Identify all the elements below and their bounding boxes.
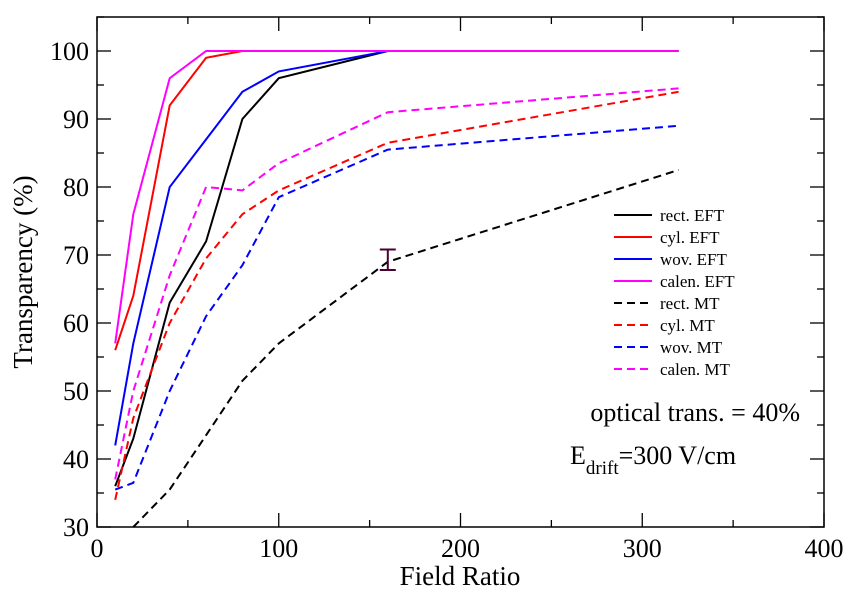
legend-label-5: cyl. MT [660,316,715,335]
y-tick-label: 100 [50,37,89,66]
legend-label-2: wov. EFT [660,250,728,269]
edrift-main: E [570,441,586,470]
y-tick-label: 60 [63,309,89,338]
x-axis-label: Field Ratio [400,561,521,590]
series-line-6 [114,124,679,491]
y-tick-label: 90 [63,105,89,134]
legend-label-7: calen. MT [660,360,730,379]
y-tick-label: 30 [63,513,89,542]
edrift-subscript: drift [586,458,619,479]
axis-ticks [96,16,825,528]
series-line-7 [114,87,679,480]
y-tick-label: 80 [63,173,89,202]
edrift-value: =300 V/cm [619,441,736,470]
legend-label-0: rect. EFT [660,206,725,225]
edrift-annotation: Edrift=300 V/cm [570,441,736,479]
series-line-0 [114,50,679,487]
series-line-5 [114,90,679,501]
tick-labels: 0 100 200 300 400 30 40 50 60 70 80 90 100 [50,37,844,563]
legend-label-3: calen. EFT [660,272,735,291]
y-tick-label: 70 [63,241,89,270]
legend-label-1: cyl. EFT [660,228,720,247]
y-tick-label: 50 [63,377,89,406]
x-tick-label: 0 [91,534,104,563]
y-axis-label: Transparency (%) [8,175,38,368]
series-lines [114,50,679,528]
error-bar [379,248,396,271]
x-tick-label: 400 [805,534,844,563]
series-line-3 [114,50,679,344]
legend-label-6: wov. MT [660,338,723,357]
x-tick-label: 200 [441,534,480,563]
y-tick-label: 40 [63,445,89,474]
legend: rect. EFT cyl. EFT wov. EFT calen. EFT rect.… [614,206,735,379]
legend-label-4: rect. MT [660,294,720,313]
series-line-2 [114,50,679,446]
x-tick-label: 300 [623,534,662,563]
optical-transparency-annotation: optical trans. = 40% [590,398,800,427]
x-tick-label: 100 [259,534,298,563]
